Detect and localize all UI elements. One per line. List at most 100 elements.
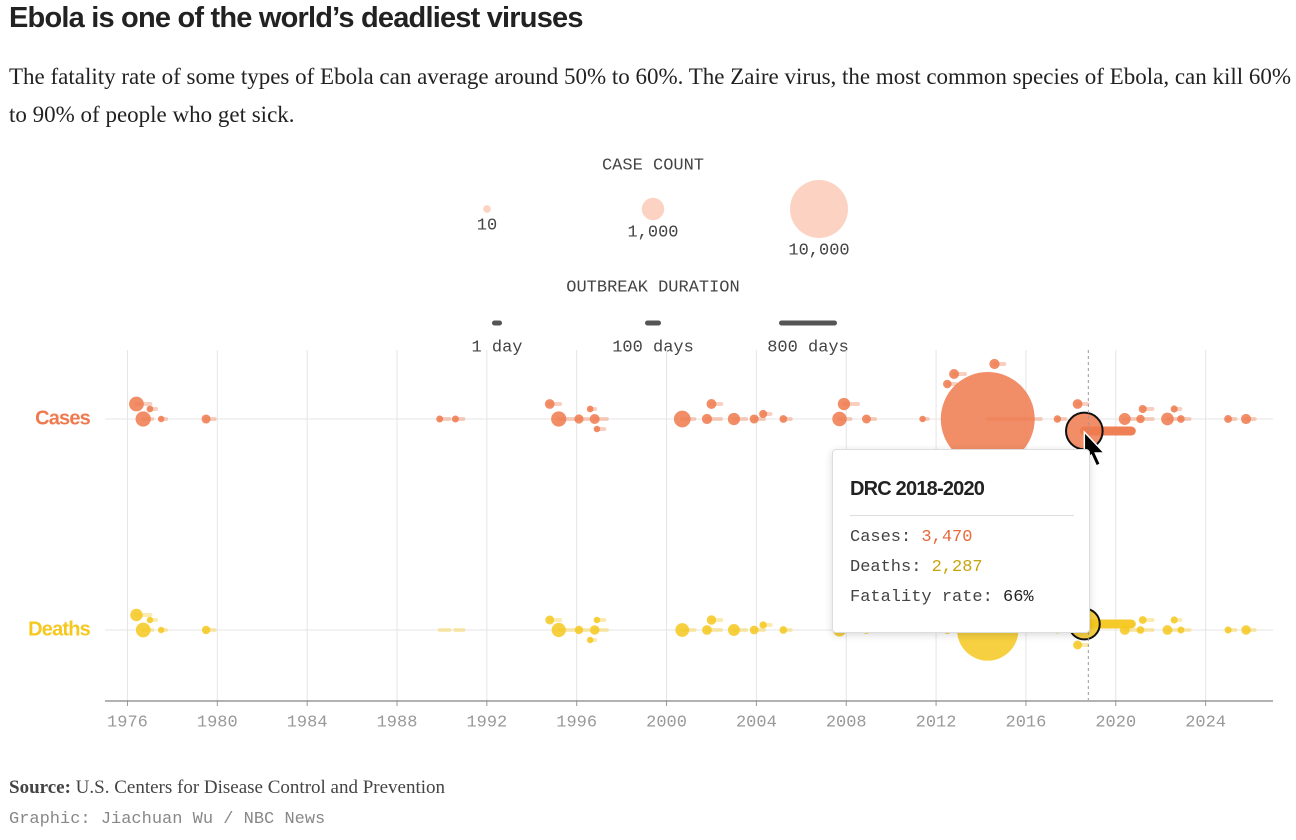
bubble — [545, 615, 555, 625]
bubble — [727, 412, 741, 426]
bubble — [706, 399, 717, 409]
tooltip-row: Cases: 3,470 — [850, 528, 1072, 547]
bubble — [1224, 415, 1233, 423]
bubble — [129, 396, 144, 412]
tooltip-label: Deaths: — [850, 558, 922, 577]
tooltip-value: 2,287 — [931, 558, 983, 577]
source: Source: U.S. Centers for Disease Control… — [9, 777, 445, 799]
bubble — [574, 625, 584, 635]
bubble — [544, 399, 555, 409]
bubble — [135, 622, 151, 638]
x-tick-label: 2008 — [826, 713, 867, 732]
size-legend-circle — [790, 180, 848, 238]
bubble — [1177, 415, 1185, 423]
tooltip-row: Deaths: 2,287 — [850, 558, 1072, 577]
bubble — [586, 405, 594, 413]
bubble — [1136, 414, 1145, 424]
bubble — [702, 625, 712, 635]
bubble — [1118, 413, 1131, 425]
bubble — [593, 425, 601, 433]
x-tick-label: 2012 — [916, 713, 957, 732]
bubble — [551, 622, 566, 638]
tooltip-value: 3,470 — [921, 528, 973, 547]
bubble — [157, 415, 165, 423]
bubble — [749, 414, 759, 424]
chart-subtitle: The fatality rate of some types of Ebola… — [9, 64, 1292, 127]
bubble — [1136, 626, 1145, 634]
bubble — [574, 414, 584, 424]
row-label: Deaths — [28, 618, 91, 640]
series-group — [129, 358, 1257, 466]
x-tick-label: 1988 — [377, 713, 418, 732]
duration-legend-title: OUTBREAK DURATION — [566, 278, 739, 297]
bubble — [135, 411, 151, 427]
bubble — [832, 411, 847, 427]
duration-legend-label: 1 day — [471, 338, 522, 357]
x-tick-label: 1976 — [107, 713, 148, 732]
bubble — [201, 414, 211, 424]
bubble — [759, 409, 768, 419]
tooltip-title: DRC 2018-2020 — [850, 478, 1074, 516]
bubble — [749, 625, 759, 635]
x-tick-label: 1980 — [197, 713, 238, 732]
bubble — [589, 625, 600, 635]
bubble — [837, 397, 851, 411]
x-tick-label: 1992 — [466, 713, 507, 732]
duration-legend-label: 100 days — [612, 338, 694, 357]
bubble — [727, 624, 740, 636]
bubble — [759, 621, 767, 629]
bubble — [1161, 412, 1174, 426]
bubble — [1177, 626, 1185, 634]
size-legend-label: 10,000 — [788, 241, 849, 260]
bubble — [1170, 616, 1178, 624]
bubble — [1241, 625, 1251, 635]
tooltip-label: Fatality rate: — [850, 588, 993, 607]
size-legend-circle — [483, 205, 491, 213]
bubble — [706, 615, 717, 625]
bubble — [1224, 626, 1232, 634]
size-legend-label: 1,000 — [627, 224, 678, 243]
bubble — [943, 379, 952, 389]
bubble — [436, 415, 444, 423]
bubble — [157, 626, 165, 634]
bubble — [146, 405, 154, 413]
bubble — [675, 623, 690, 637]
bubble — [1170, 405, 1178, 413]
x-tick-label: 1984 — [287, 713, 328, 732]
source-label: Source: — [9, 777, 71, 798]
duration-legend-label: 800 days — [767, 338, 849, 357]
bubble — [1073, 640, 1083, 650]
bubble — [146, 616, 154, 624]
x-tick-label: 2016 — [1006, 713, 1047, 732]
chart-title: Ebola is one of the world’s deadliest vi… — [9, 2, 584, 34]
tooltip-row: Fatality rate: 66% — [850, 588, 1072, 607]
bubble — [949, 369, 960, 379]
tooltip-label: Cases: — [850, 528, 912, 547]
bubble — [779, 415, 788, 423]
bubble — [589, 413, 600, 425]
bubble — [861, 414, 871, 424]
bubble — [451, 415, 459, 423]
bubble — [1072, 399, 1083, 409]
bubble — [989, 358, 1000, 370]
bubble — [1138, 404, 1147, 414]
bubble — [1053, 415, 1062, 423]
bubble — [201, 625, 211, 635]
source-text: U.S. Centers for Disease Control and Pre… — [75, 777, 446, 798]
bubble — [1240, 413, 1252, 425]
bubble — [551, 411, 567, 427]
row-label: Cases — [35, 407, 91, 429]
bubble — [701, 413, 713, 425]
x-tick-label: 2020 — [1095, 713, 1136, 732]
bubble — [779, 626, 788, 634]
tooltip: DRC 2018-2020 Cases: 3,470 Deaths: 2,287… — [832, 449, 1090, 633]
bubble — [1119, 625, 1130, 635]
x-tick-label: 2000 — [646, 713, 687, 732]
x-tick-label: 2004 — [736, 713, 777, 732]
bubble — [919, 415, 926, 423]
bubble — [130, 608, 143, 622]
tooltip-value: 66% — [1003, 588, 1034, 607]
size-legend-label: 10 — [477, 216, 497, 235]
x-tick-label: 1996 — [556, 713, 597, 732]
bubble — [940, 372, 1035, 466]
